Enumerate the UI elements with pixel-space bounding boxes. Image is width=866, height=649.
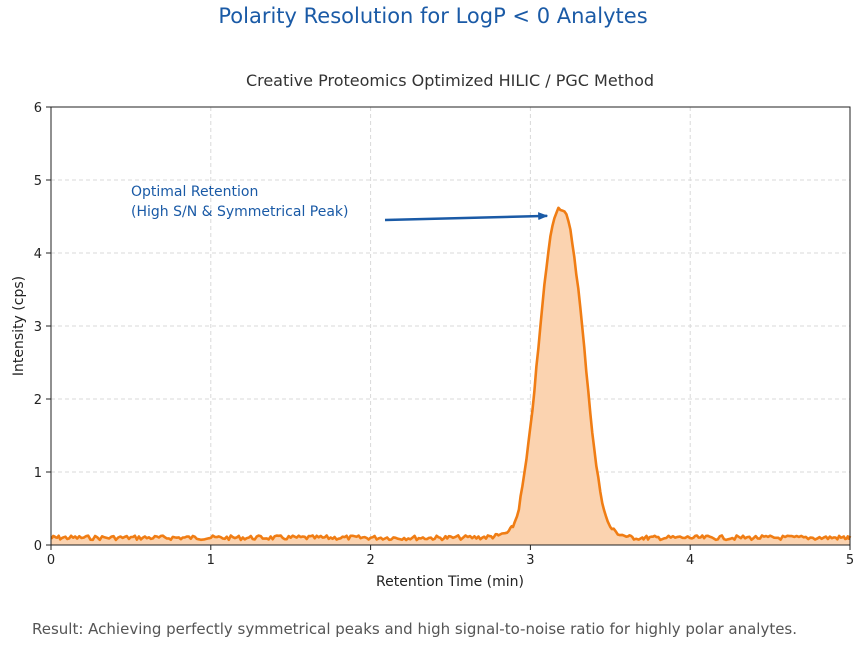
x-tick-label: 5 — [846, 553, 854, 568]
x-tick-label: 2 — [366, 553, 374, 568]
annotation: Optimal Retention (High S/N & Symmetrica… — [131, 184, 549, 222]
chart-subtitle: Creative Proteomics Optimized HILIC / PG… — [246, 71, 654, 90]
x-tick-label: 1 — [207, 553, 215, 568]
y-tick-label: 0 — [34, 539, 42, 554]
area-fill-layer — [51, 207, 850, 546]
y-tick-label: 5 — [34, 174, 42, 189]
area-fill — [51, 207, 850, 546]
series-line-layer — [50, 206, 852, 542]
y-tick-label: 2 — [34, 393, 42, 408]
y-tick-label: 4 — [34, 247, 42, 262]
main-title: Polarity Resolution for LogP < 0 Analyte… — [218, 4, 648, 28]
x-tick-label: 3 — [526, 553, 534, 568]
grid — [50, 106, 851, 546]
y-axis-ticks: 0 1 2 3 4 5 6 — [34, 101, 51, 554]
annotation-arrow — [384, 212, 549, 222]
series-line — [50, 206, 852, 542]
annotation-line-1: Optimal Retention — [131, 184, 258, 200]
annotation-line-2: (High S/N & Symmetrical Peak) — [131, 204, 349, 220]
y-tick-label: 6 — [34, 101, 42, 116]
x-tick-label: 4 — [686, 553, 694, 568]
footer-note: Result: Achieving perfectly symmetrical … — [32, 620, 798, 638]
y-tick-label: 1 — [34, 466, 42, 481]
x-axis-ticks: 0 1 2 3 4 5 — [47, 545, 854, 568]
x-axis-title: Retention Time (min) — [376, 574, 524, 590]
y-tick-label: 3 — [34, 320, 42, 335]
x-tick-label: 0 — [47, 553, 55, 568]
y-axis-title: Intensity (cps) — [11, 276, 27, 376]
